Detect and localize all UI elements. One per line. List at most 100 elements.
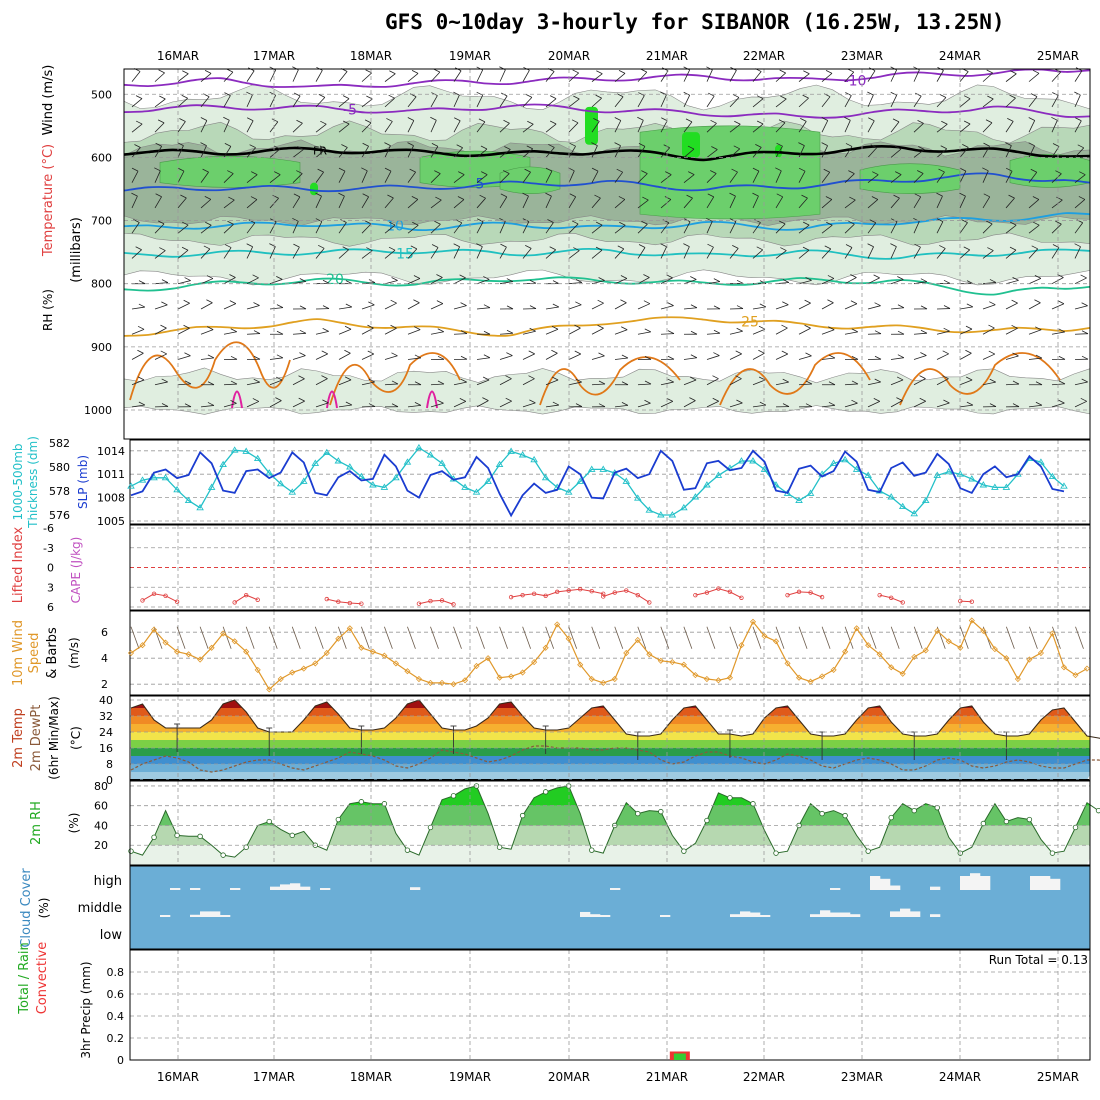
thickness-ylabel-1: 1000-500mb xyxy=(11,443,25,520)
lifted-index-point xyxy=(520,592,525,598)
wind-barb-flag xyxy=(920,305,928,310)
wind-barb xyxy=(292,400,305,408)
wind-barb xyxy=(361,327,374,335)
wind-barb xyxy=(223,402,237,408)
wind-barb-flag xyxy=(756,246,763,251)
temp-band-2 xyxy=(131,756,1090,764)
wind-barb-flag xyxy=(548,144,555,148)
wind-barb xyxy=(683,69,691,82)
wind-barb xyxy=(246,199,258,209)
wind-barb xyxy=(936,195,943,209)
wind-barb-flag xyxy=(293,92,301,97)
cloud-frame xyxy=(129,865,1091,950)
wind-barb-flag xyxy=(506,278,514,282)
wind10m-point-45 xyxy=(646,651,653,658)
wind-barb-flag xyxy=(595,94,602,99)
wind-barb-flag xyxy=(897,276,904,280)
wind-barb xyxy=(407,120,415,133)
rh-moist-patch-4 xyxy=(859,163,961,194)
wind-barb xyxy=(959,249,971,259)
thickness-point-54 xyxy=(749,457,757,464)
wind-barb xyxy=(200,405,214,408)
wind-barb xyxy=(936,248,946,259)
wind-barb xyxy=(890,221,898,234)
thickness-point-16 xyxy=(311,459,320,466)
wind-barb xyxy=(453,246,461,259)
wind-barb-flag xyxy=(616,168,623,173)
thickness-series-line xyxy=(130,446,1065,516)
wind-barb-flag xyxy=(851,380,859,385)
wind-barb xyxy=(913,123,924,133)
wind-barb xyxy=(292,221,299,234)
wind-barb-flag xyxy=(407,142,414,147)
wind-barb-flag xyxy=(293,193,301,198)
wind-barb-flag xyxy=(618,196,626,200)
wind-barb-flag xyxy=(966,401,974,406)
wind-barb-flag xyxy=(874,378,881,383)
wind-barb-flag xyxy=(667,355,675,360)
wind-barb xyxy=(384,97,395,108)
temperature-contour-label-5: 5 xyxy=(476,177,485,193)
wind-barb xyxy=(476,148,488,158)
rh-ytick-20: 20 xyxy=(94,839,108,852)
wind-barb-flag xyxy=(411,70,419,74)
wind-barb xyxy=(821,224,833,234)
wind-barb-flag xyxy=(229,300,237,304)
wind-barb-flag xyxy=(319,145,326,150)
cloud-bar-high-83 xyxy=(960,876,971,890)
thickness-point-9 xyxy=(230,446,239,453)
wind-barb xyxy=(637,402,651,408)
wind-barb xyxy=(545,170,553,183)
temperature-contour-25 xyxy=(123,316,1091,337)
wind-barb-flag xyxy=(552,303,560,308)
wind-barb xyxy=(131,379,145,386)
wind-barb-flag xyxy=(364,119,372,124)
wind-barb-flag xyxy=(481,171,488,175)
wind-barb-flag xyxy=(390,299,397,304)
wind-barb-flag xyxy=(183,324,190,329)
wind-barb-flag xyxy=(782,378,789,383)
wind-barb xyxy=(361,122,372,133)
wind-barb xyxy=(476,174,488,183)
wind-barb xyxy=(476,246,483,259)
wind-barb xyxy=(292,122,303,133)
wind-barb xyxy=(154,353,167,360)
wind-barb xyxy=(315,221,323,234)
cloud-bar-middle-8 xyxy=(210,911,221,917)
wind-barb-flag xyxy=(482,376,490,381)
wind-barb-flag xyxy=(549,246,556,251)
wind-barb xyxy=(292,149,304,158)
lifted-index-point xyxy=(647,600,652,605)
wind-barb-flag xyxy=(943,305,951,309)
wind10m-point-68 xyxy=(911,653,918,660)
precip-ytick-0: 0 xyxy=(117,1054,124,1067)
thickness-point-35 xyxy=(530,455,538,463)
wind-barb xyxy=(936,70,944,82)
wind-barb-flag xyxy=(134,144,141,148)
wind-barb-flag xyxy=(690,330,698,335)
wind10m-barb xyxy=(130,626,140,649)
wind-barb-flag xyxy=(276,276,283,280)
lifted-index-segment-6 xyxy=(695,588,742,599)
thickness-point-44 xyxy=(634,494,642,501)
wind-barb xyxy=(430,95,438,108)
wind-barb-flag xyxy=(1058,356,1066,360)
wind-barb xyxy=(913,95,922,108)
wind-barb xyxy=(453,147,463,158)
wind-barb-flag xyxy=(483,330,491,335)
thickness-point-47 xyxy=(668,511,677,518)
wind-barb-flag xyxy=(735,350,742,355)
wind-barb-flag xyxy=(1055,170,1062,175)
wind-barb xyxy=(177,224,189,234)
wind-barb-flag xyxy=(710,170,717,174)
wind-barb-flag xyxy=(386,118,393,122)
wind-barb xyxy=(913,149,925,158)
temperature-contour-label-20: 20 xyxy=(326,272,344,288)
wind10m-point-29 xyxy=(461,677,469,684)
wind-barb xyxy=(982,250,994,259)
wind-barb xyxy=(292,69,299,82)
wind-barb-flag xyxy=(436,300,444,305)
wind-barb xyxy=(1028,73,1040,82)
wind-barb-flag xyxy=(756,120,764,125)
wind-barb-flag xyxy=(803,221,810,226)
